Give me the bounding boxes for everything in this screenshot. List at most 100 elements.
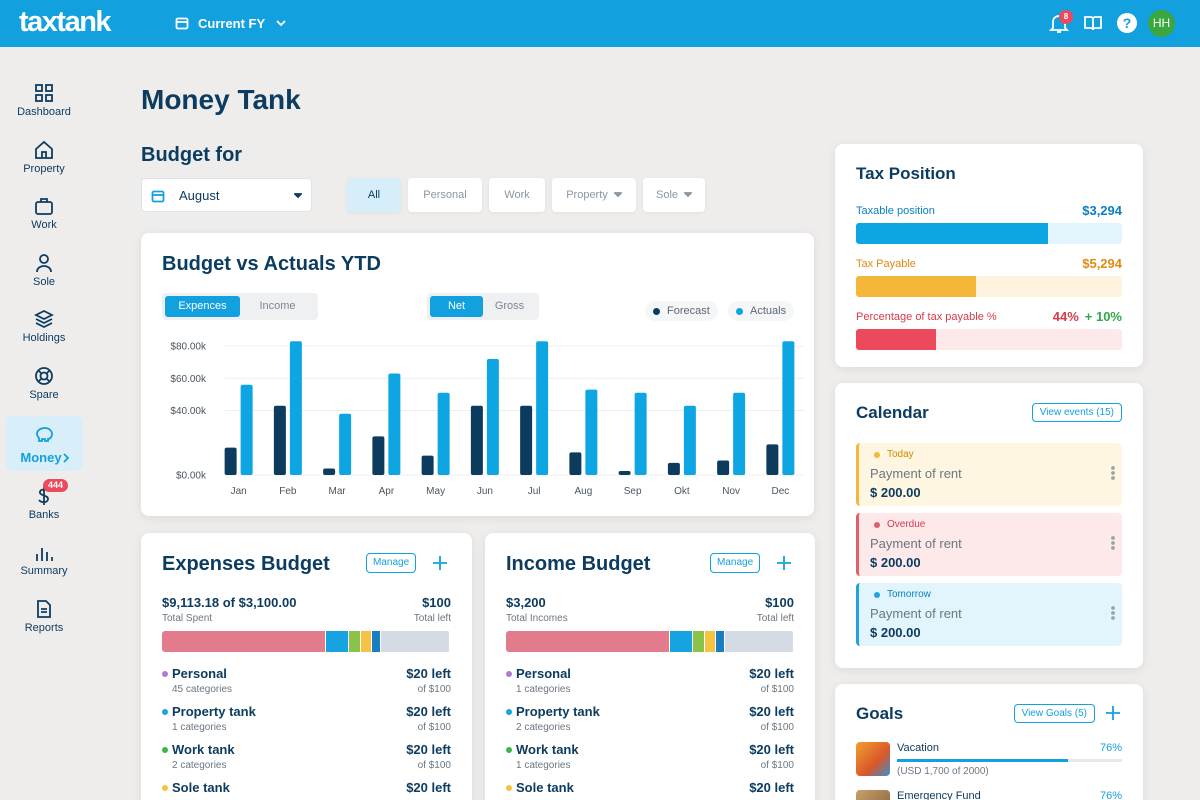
filter-button[interactable]: All — [347, 178, 401, 212]
nav-icon — [36, 427, 53, 442]
category-budget: of $100 — [417, 760, 451, 771]
manage-button[interactable]: Manage — [366, 553, 417, 573]
status-dot — [874, 522, 880, 528]
nav-item[interactable]: Reports — [24, 622, 64, 634]
bar — [421, 455, 434, 475]
category-budget: of $100 — [417, 722, 451, 733]
category-dot — [506, 747, 512, 753]
calendar-icon-part — [175, 17, 189, 30]
dropdown-caret-part — [684, 192, 693, 198]
nav-item[interactable]: Property — [23, 163, 65, 175]
category-dot — [162, 709, 168, 715]
goal-name[interactable]: Vacation — [897, 742, 939, 754]
more-menu-part — [1111, 611, 1115, 615]
budget-total-label: Total Spent — [162, 613, 213, 624]
month-select[interactable]: August — [141, 178, 312, 212]
goal-name[interactable]: Emergency Fund — [897, 790, 981, 800]
filter-button[interactable]: Work — [489, 178, 545, 212]
filter-button[interactable]: Sole — [643, 178, 705, 212]
nav-item[interactable]: Banks — [28, 509, 60, 521]
bar — [372, 436, 385, 475]
budget-segment — [716, 631, 725, 652]
goal-progress-fill — [897, 759, 1068, 762]
category-name[interactable]: Property tank — [172, 704, 256, 719]
category-name[interactable]: Personal — [516, 666, 571, 681]
filter-button[interactable]: Personal — [408, 178, 482, 212]
bar — [634, 392, 647, 475]
event-status: Tomorrow — [887, 589, 931, 600]
nav-item[interactable]: Holdings — [22, 332, 66, 344]
event-item[interactable]: Overdue Payment of rent $ 200.00 — [856, 513, 1122, 576]
budget-bar — [506, 631, 794, 652]
manage-button[interactable]: Manage — [710, 553, 761, 573]
toggle-button[interactable]: Income — [259, 300, 296, 312]
bar — [437, 392, 450, 475]
goal-percent: 76% — [1099, 790, 1122, 800]
category-name[interactable]: Sole tank — [172, 780, 230, 795]
nav-icon-part — [37, 600, 51, 618]
nav-item[interactable]: Sole — [32, 276, 56, 288]
more-menu-part — [1111, 616, 1115, 620]
nav-item[interactable]: Work — [31, 219, 57, 231]
add-icon — [777, 556, 791, 570]
category-left: $20 left — [406, 666, 451, 681]
filter-label: Property — [566, 189, 608, 201]
event-description: Payment of rent — [870, 536, 962, 551]
nav-item[interactable]: Summary — [20, 565, 68, 577]
toggle-button[interactable]: Net — [430, 296, 483, 317]
budget-segment — [693, 631, 705, 652]
category-left: $20 left — [749, 666, 794, 681]
bar — [618, 470, 631, 475]
toggle-button[interactable]: Expences — [165, 296, 240, 317]
fiscal-year-selector[interactable]: Current FY — [198, 16, 266, 31]
budget-segment — [704, 631, 717, 652]
category-left: $20 left — [406, 742, 451, 757]
banks-badge: 444 — [43, 479, 69, 492]
help-button[interactable]: ? — [1117, 13, 1137, 33]
progress-fill — [856, 223, 1048, 244]
view-goals-button[interactable]: View Goals (5) — [1013, 704, 1095, 723]
event-item[interactable]: Tomorrow Payment of rent $ 200.00 — [856, 583, 1122, 646]
view-events-button[interactable]: View events (15) — [1031, 403, 1122, 422]
metric-label: Tax Payable — [856, 258, 916, 270]
nav-item[interactable]: Spare — [29, 389, 59, 401]
goal-percent: 76% — [1099, 742, 1122, 754]
nav-icon-part — [34, 309, 54, 329]
x-tick-label: Sep — [624, 486, 642, 497]
budget-bar — [162, 631, 450, 652]
nav-icon-part — [36, 265, 52, 273]
card-title: Goals — [856, 704, 904, 723]
top-bar: taxtank Current FY 8? HH — [0, 0, 1200, 47]
category-name[interactable]: Work tank — [516, 742, 579, 757]
bar — [224, 447, 237, 475]
category-dot — [506, 671, 512, 677]
category-name[interactable]: Sole tank — [516, 780, 574, 795]
budget-left-label: Total left — [756, 613, 794, 624]
category-name[interactable]: Property tank — [516, 704, 600, 719]
card-title: Tax Position — [856, 164, 956, 183]
budget-left-label: Total left — [413, 613, 451, 624]
toggle-button[interactable]: Gross — [494, 300, 525, 312]
legend-item: Forecast — [645, 301, 718, 321]
add-icon-part — [1106, 706, 1120, 720]
avatar[interactable]: HH — [1148, 10, 1175, 37]
nav-item[interactable]: Money — [20, 450, 62, 465]
more-menu — [1111, 536, 1115, 550]
nav-item[interactable]: Dashboard — [17, 106, 71, 118]
filter-label: Personal — [423, 189, 467, 201]
event-item[interactable]: Today Payment of rent $ 200.00 — [856, 443, 1122, 506]
income-budget-card: Income Budget Manage $3,200 Total Incomes $1… — [485, 533, 815, 800]
category-name[interactable]: Personal — [172, 666, 227, 681]
filter-button[interactable]: Property — [552, 178, 636, 212]
budget-segment — [162, 631, 327, 652]
more-menu-part — [1111, 606, 1115, 610]
category-budget: of $100 — [417, 684, 451, 695]
bar — [388, 373, 401, 475]
progress-fill — [856, 329, 936, 350]
event-description: Payment of rent — [870, 606, 962, 621]
notification-badge[interactable]: 8 — [1059, 10, 1073, 24]
category-name[interactable]: Work tank — [172, 742, 235, 757]
bar — [339, 413, 352, 475]
chart-card: Budget vs Actuals YTD Expences Income Net Gr… — [141, 233, 814, 516]
category-budget: of $100 — [760, 722, 794, 733]
